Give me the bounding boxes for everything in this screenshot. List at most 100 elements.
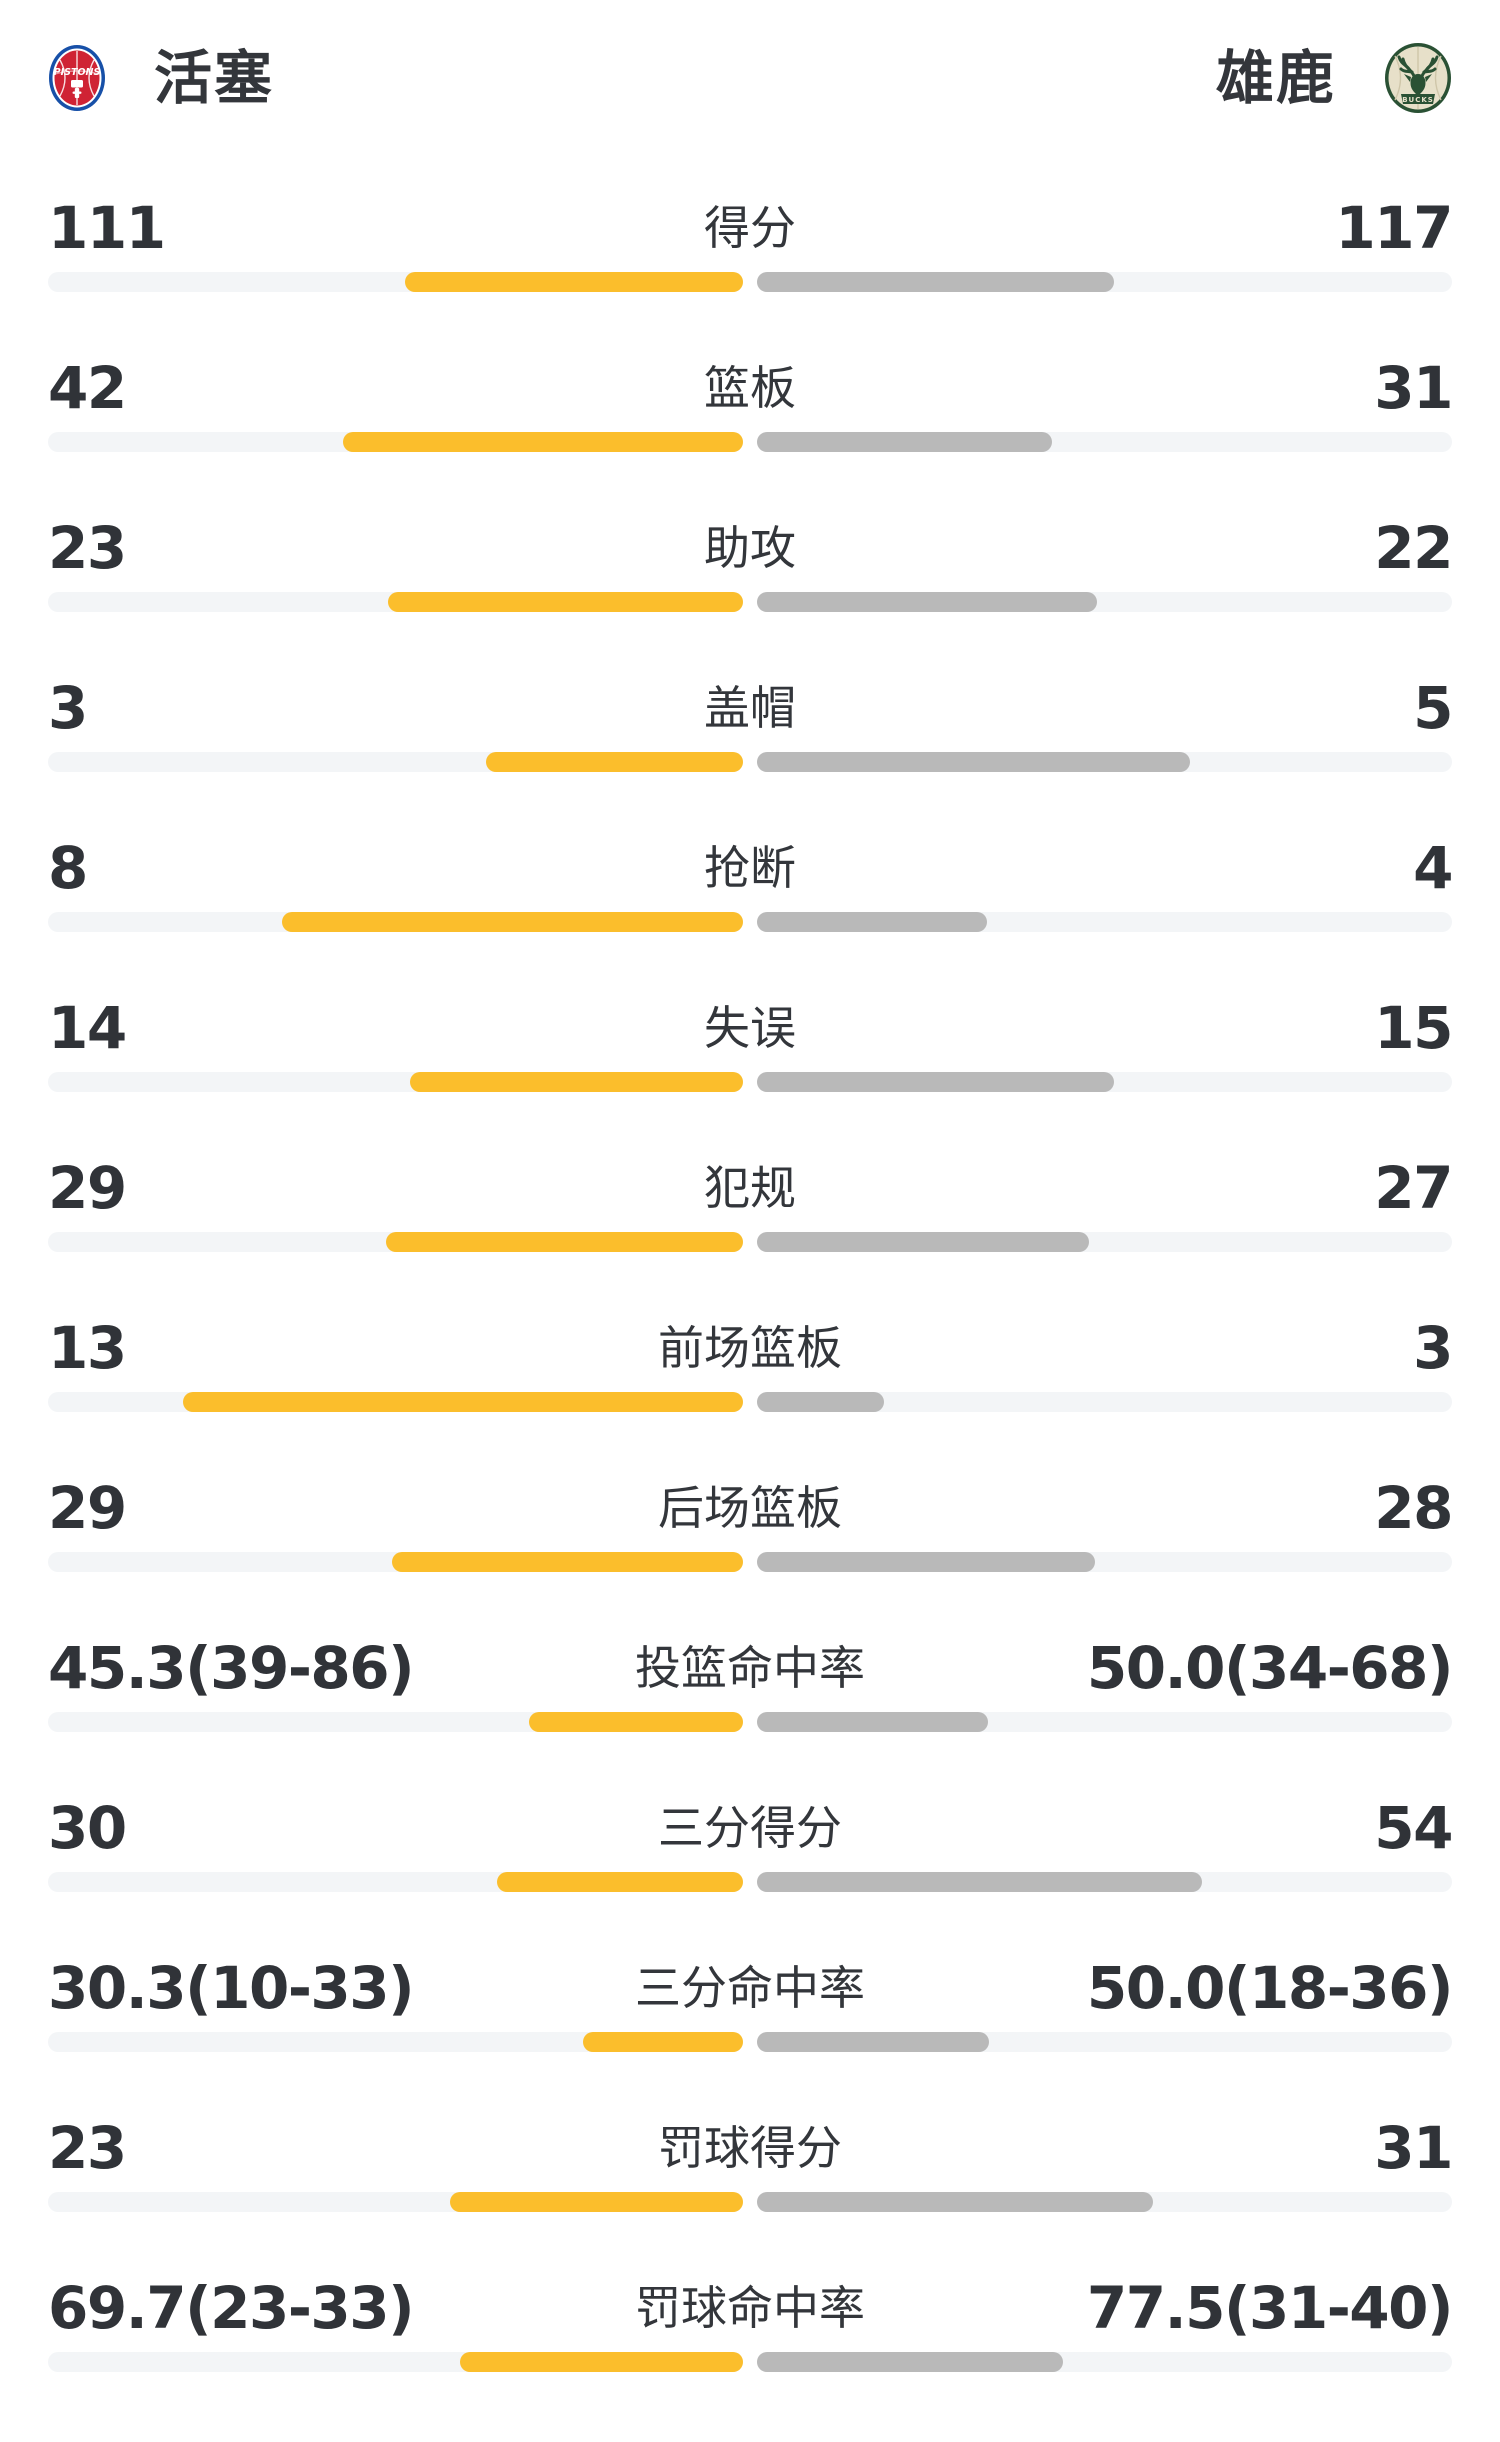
right-bar-track bbox=[757, 272, 1452, 292]
stat-row: 29 犯规 27 bbox=[0, 1120, 1500, 1280]
left-team-bar bbox=[281, 912, 743, 932]
left-bar-track bbox=[48, 1872, 743, 1892]
right-team-bar bbox=[757, 1232, 1089, 1252]
stat-label: 失误 bbox=[704, 1001, 796, 1055]
stat-row-text: 13 前场篮板 3 bbox=[48, 1314, 1453, 1382]
stat-label: 三分命中率 bbox=[635, 1961, 865, 2015]
right-team-bar bbox=[757, 752, 1190, 772]
svg-text:BUCKS: BUCKS bbox=[1402, 96, 1434, 104]
stat-bars bbox=[48, 1872, 1452, 1892]
right-team-value: 22 bbox=[1374, 514, 1453, 582]
stat-row-text: 69.7(23-33) 罚球命中率 77.5(31-40) bbox=[48, 2274, 1454, 2342]
stat-row-text: 45.3(39-86) 投篮命中率 50.0(34-68) bbox=[48, 1634, 1454, 1702]
stat-bars bbox=[48, 752, 1452, 772]
right-team-value: 5 bbox=[1413, 674, 1453, 742]
right-team-value: 31 bbox=[1374, 2114, 1453, 2182]
left-team-bar bbox=[404, 272, 743, 292]
right-team-bar bbox=[757, 1072, 1115, 1092]
left-team-bar bbox=[528, 1712, 743, 1732]
right-bar-track bbox=[757, 1072, 1452, 1092]
right-bar-track bbox=[757, 1392, 1452, 1412]
right-team-name: 雄鹿 bbox=[1215, 44, 1336, 112]
right-team-bar bbox=[757, 2192, 1154, 2212]
stat-row: 3 盖帽 5 bbox=[0, 640, 1500, 800]
right-bar-track bbox=[757, 2032, 1452, 2052]
left-team-value: 29 bbox=[48, 1474, 127, 1542]
stat-row: 23 助攻 22 bbox=[0, 480, 1500, 640]
right-bar-track bbox=[757, 1872, 1452, 1892]
stat-label: 投篮命中率 bbox=[635, 1641, 865, 1695]
stat-label: 罚球命中率 bbox=[635, 2281, 865, 2335]
stat-row: 42 篮板 31 bbox=[0, 320, 1500, 480]
right-bar-track bbox=[757, 1232, 1452, 1252]
stat-row-text: 23 罚球得分 31 bbox=[48, 2114, 1453, 2182]
left-team-value: 3 bbox=[48, 674, 88, 742]
stat-bars bbox=[48, 272, 1452, 292]
stat-bars bbox=[48, 1232, 1452, 1252]
right-team-value: 54 bbox=[1374, 1794, 1453, 1862]
left-bar-track bbox=[48, 2032, 743, 2052]
right-team-value: 28 bbox=[1374, 1474, 1453, 1542]
right-bar-track bbox=[757, 1712, 1452, 1732]
left-team-bar bbox=[450, 2192, 743, 2212]
stat-row: 30.3(10-33) 三分命中率 50.0(18-36) bbox=[0, 1920, 1500, 2080]
right-bar-track bbox=[757, 2192, 1452, 2212]
stat-bars bbox=[48, 2192, 1452, 2212]
right-team-bar bbox=[757, 2032, 990, 2052]
stat-row: 23 罚球得分 31 bbox=[0, 2080, 1500, 2240]
stat-row: 45.3(39-86) 投篮命中率 50.0(34-68) bbox=[0, 1600, 1500, 1760]
left-team-value: 29 bbox=[48, 1154, 127, 1222]
left-team-bar bbox=[496, 1872, 743, 1892]
left-bar-track bbox=[48, 1392, 743, 1412]
right-team-bar bbox=[757, 2352, 1063, 2372]
left-bar-track bbox=[48, 432, 743, 452]
stat-row-text: 3 盖帽 5 bbox=[48, 674, 1453, 742]
left-team-name: 活塞 bbox=[154, 44, 275, 112]
stat-bars bbox=[48, 912, 1452, 932]
right-team: 雄鹿 BUCKS bbox=[1216, 42, 1452, 114]
right-team-bar bbox=[757, 1392, 885, 1412]
stat-label: 抢断 bbox=[704, 841, 796, 895]
stat-row: 29 后场篮板 28 bbox=[0, 1440, 1500, 1600]
svg-text:PISTONS: PISTONS bbox=[54, 67, 101, 78]
stat-bars bbox=[48, 2352, 1452, 2372]
right-bar-track bbox=[757, 912, 1452, 932]
stat-bars bbox=[48, 592, 1452, 612]
left-bar-track bbox=[48, 2352, 743, 2372]
team-header: PISTONS 活塞 雄鹿 bbox=[0, 42, 1500, 114]
left-team-value: 23 bbox=[48, 514, 127, 582]
left-bar-track bbox=[48, 592, 743, 612]
right-team-value: 3 bbox=[1413, 1314, 1453, 1382]
stat-label: 篮板 bbox=[704, 361, 796, 415]
left-team: PISTONS 活塞 bbox=[48, 42, 274, 114]
right-team-bar bbox=[757, 432, 1053, 452]
stat-row-text: 14 失误 15 bbox=[48, 994, 1453, 1062]
right-bar-track bbox=[757, 752, 1452, 772]
left-bar-track bbox=[48, 752, 743, 772]
stat-row-text: 29 后场篮板 28 bbox=[48, 1474, 1453, 1542]
stat-label: 犯规 bbox=[704, 1161, 796, 1215]
right-team-value: 117 bbox=[1335, 194, 1453, 262]
stat-bars bbox=[48, 1552, 1452, 1572]
right-team-bar bbox=[757, 1712, 988, 1732]
left-bar-track bbox=[48, 2192, 743, 2212]
left-team-bar bbox=[485, 752, 743, 772]
stat-bars bbox=[48, 1392, 1452, 1412]
left-team-value: 111 bbox=[48, 194, 166, 262]
stat-bars bbox=[48, 1072, 1452, 1092]
stat-row-text: 8 抢断 4 bbox=[48, 834, 1453, 902]
right-bar-track bbox=[757, 592, 1452, 612]
stat-row-text: 29 犯规 27 bbox=[48, 1154, 1453, 1222]
stat-bars bbox=[48, 1712, 1452, 1732]
stat-label: 前场篮板 bbox=[658, 1321, 842, 1375]
right-team-value: 77.5(31-40) bbox=[1086, 2274, 1454, 2342]
left-team-value: 8 bbox=[48, 834, 88, 902]
left-team-value: 13 bbox=[48, 1314, 127, 1382]
right-team-bar bbox=[757, 1872, 1203, 1892]
stat-label: 后场篮板 bbox=[658, 1481, 842, 1535]
left-team-bar bbox=[460, 2352, 743, 2372]
pistons-logo-icon: PISTONS bbox=[49, 45, 105, 111]
right-team-value: 4 bbox=[1413, 834, 1453, 902]
right-bar-track bbox=[757, 2352, 1452, 2372]
left-team-value: 30.3(10-33) bbox=[48, 1954, 415, 2022]
